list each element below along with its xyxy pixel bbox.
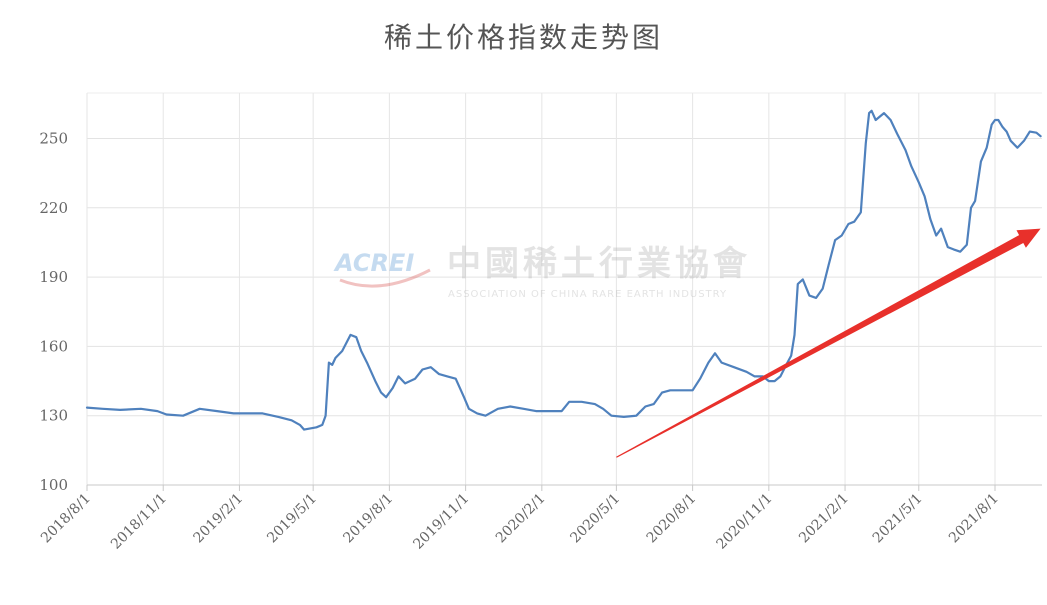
x-tick-label: 2021/2/1 [796, 491, 852, 547]
x-tick-label: 2019/8/1 [340, 491, 396, 547]
watermark: ACREI 中國稀土行業協會 ASSOCIATION OF CHINA RARE… [333, 244, 751, 300]
x-tick-label: 2018/11/1 [108, 491, 170, 553]
x-tick-label: 2019/2/1 [190, 491, 246, 547]
x-tick-label: 2019/11/1 [410, 491, 472, 553]
trend-arrow [616, 228, 1041, 458]
watermark-logo: ACREI [333, 249, 414, 277]
grid-lines [86, 92, 1042, 485]
x-tick-label: 2021/5/1 [870, 491, 926, 547]
y-tick-label: 250 [39, 130, 68, 148]
y-tick-label: 220 [39, 199, 68, 217]
x-tick-label: 2020/2/1 [493, 491, 549, 547]
x-tick-label: 2018/8/1 [38, 491, 94, 547]
plot-area [87, 93, 1042, 485]
y-tick-label: 160 [39, 337, 68, 355]
x-tick-label: 2020/5/1 [567, 491, 623, 547]
watermark-en-text: ASSOCIATION OF CHINA RARE EARTH INDUSTRY [448, 289, 727, 300]
chart-title: 稀土价格指数走势图 [383, 21, 663, 54]
trend-arrow-layer [616, 228, 1041, 458]
x-tick-label: 2020/8/1 [644, 491, 700, 547]
y-tick-label: 100 [39, 476, 68, 494]
y-tick-label: 190 [39, 268, 68, 286]
series-line-0 [85, 109, 1042, 431]
x-tick-label: 2020/11/1 [714, 491, 776, 553]
x-tick-label: 2019/5/1 [264, 491, 320, 547]
series-layer [85, 109, 1042, 431]
y-tick-label: 130 [39, 407, 68, 425]
x-tick-label: 2021/8/1 [946, 491, 1002, 547]
watermark-swoosh [339, 268, 431, 288]
watermark-cn-text: 中國稀土行業協會 [447, 244, 751, 284]
